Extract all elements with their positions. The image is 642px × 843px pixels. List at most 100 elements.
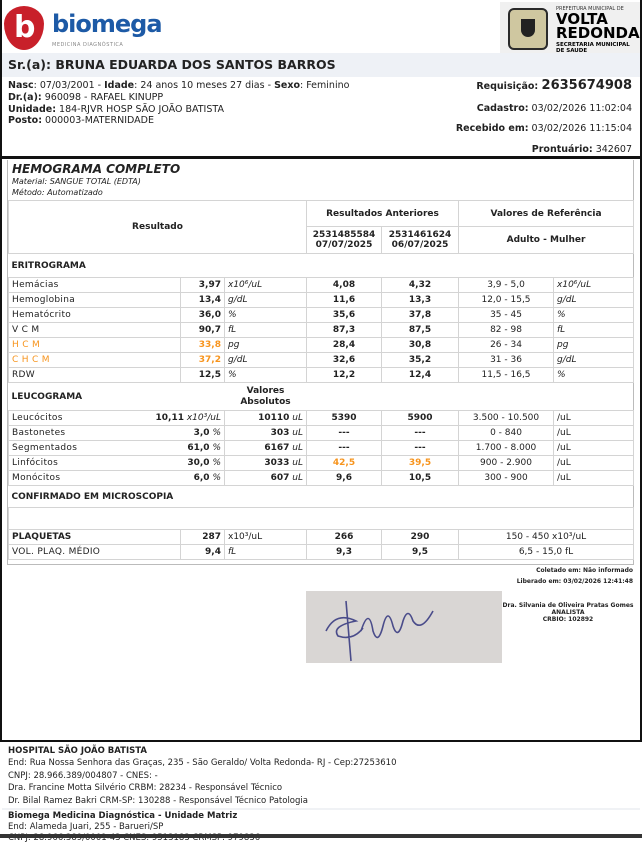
hospital-rt2: Dr. Bilal Ramez Bakri CRM-SP: 130288 - R… — [8, 796, 308, 806]
ref-unit: g/dL — [553, 352, 635, 368]
exam-title: HEMOGRAMA COMPLETO — [12, 162, 181, 176]
logo-drop-icon — [4, 6, 44, 50]
test-name: Monócitos — [12, 473, 61, 483]
prev2-value: 30,8 — [380, 337, 460, 353]
test-name: Hemácias — [8, 277, 181, 293]
patient-doctor: Dr.(a): 960098 - RAFAEL KINUPP — [8, 92, 164, 103]
test-name: Bastonetes — [12, 428, 66, 438]
ref-unit: /uL — [553, 455, 635, 471]
hospital-cnpj: CNPJ: 28.966.389/004807 - CNES: - — [8, 771, 158, 781]
section-leucograma: LEUCOGRAMA Valores Absolutos — [8, 382, 634, 411]
abs-value: 3033 uL — [224, 455, 307, 471]
abs-value: 303 uL — [224, 425, 307, 441]
section-eritrograma: ERITROGRAMA — [8, 253, 634, 278]
prev1-value: 42,5 — [306, 455, 382, 471]
test-name: C H C M — [8, 352, 181, 368]
prontuario: Prontuário: 342607 — [531, 144, 632, 155]
patient-birth-age-sex: Nasc: 07/03/2001 - Idade: 24 anos 10 mes… — [8, 80, 350, 91]
ref-range: 11,5 - 16,5 — [458, 367, 555, 383]
lab-address: End: Alameda Juari, 255 - Barueri/SP — [8, 822, 164, 832]
patient-name: Sr.(a): BRUNA EDUARDA DOS SANTOS BARROS — [2, 53, 640, 77]
prev1-value: --- — [306, 425, 382, 441]
prev2-value: 5900 — [380, 410, 460, 426]
test-unit: % — [212, 428, 221, 438]
ref-range: 12,0 - 15,5 — [458, 292, 555, 308]
prev2-value: 87,5 — [380, 322, 460, 338]
test-value: 30,0 — [187, 458, 210, 468]
table-row: Segmentados 61,0 % 6167 uL --- --- 1.700 - 8.… — [8, 440, 635, 456]
collected-date: Coletado em: Não informado — [536, 567, 633, 574]
footer — [0, 740, 642, 838]
section-microscopia: CONFIRMADO EM MICROSCOPIA — [8, 485, 634, 508]
table-row: Hemácias 3,97 x10⁶/uL 4,08 4,32 3,9 - 5,0 x10⁶… — [8, 277, 635, 293]
ref-unit: % — [553, 307, 635, 323]
signer-info: Dra. Silvania de Oliveira Pratas Gomes AN… — [502, 602, 634, 623]
biomega-logo: b biomega MEDICINA DIAGNÓSTICA — [4, 4, 163, 52]
table-row: Bastonetes 3,0 % 303 uL --- --- 0 - 840/uL — [8, 425, 635, 441]
prev2-value: --- — [380, 440, 460, 456]
test-unit: x10³/uL — [186, 413, 221, 423]
ref-unit: pg — [553, 337, 635, 353]
test-unit: % — [224, 307, 307, 323]
ref-unit: /uL — [553, 440, 635, 456]
header-previous: Resultados Anteriores — [305, 200, 460, 227]
signature-image — [306, 591, 502, 663]
ref-range: 31 - 36 — [458, 352, 555, 368]
test-unit: % — [212, 458, 221, 468]
test-unit: x10³/uL — [224, 529, 307, 545]
header-reference: Valores de Referência — [458, 200, 635, 227]
abs-value: 6167 uL — [224, 440, 307, 456]
test-value: 61,0 — [187, 443, 210, 453]
table-row: H C M 33,8 pg 28,4 30,8 26 - 34 pg — [8, 337, 635, 353]
prev2-value: 39,5 — [380, 455, 460, 471]
test-value: 37,2 — [180, 352, 225, 368]
test-value: 6,0 — [193, 473, 210, 483]
prev2-value: 4,32 — [380, 277, 460, 293]
test-unit: fL — [224, 544, 307, 560]
test-unit: g/dL — [224, 352, 307, 368]
ref-unit: /uL — [553, 410, 635, 426]
ref-range: 1.700 - 8.000 — [458, 440, 555, 456]
spacer — [7, 507, 635, 530]
table-row: Hematócrito 36,0% 35,6 37,8 35 - 45% — [8, 307, 635, 323]
hospital-name: HOSPITAL SÃO JOÃO BATISTA — [8, 746, 147, 756]
test-value: 12,5 — [180, 367, 225, 383]
ref-range: 26 - 34 — [458, 337, 555, 353]
prev1-value: 12,2 — [306, 367, 382, 383]
hospital-rt1: Dra. Francine Motta Silvério CRBM: 28234… — [8, 783, 283, 793]
test-value: 33,8 — [180, 337, 225, 353]
test-name-value: Monócitos 6,0 % — [8, 470, 225, 486]
test-unit: % — [212, 473, 221, 483]
header-prev1: 2531485584 07/07/2025 — [306, 226, 382, 254]
test-value: 36,0 — [180, 307, 225, 323]
prev2-value: 35,2 — [380, 352, 460, 368]
ref-unit: /uL — [553, 470, 635, 486]
prev2-value: 37,8 — [380, 307, 460, 323]
prev2-value: --- — [380, 425, 460, 441]
test-name: Linfócitos — [12, 458, 59, 468]
abs-value: 10110 uL — [224, 410, 307, 426]
header-result: Resultado — [8, 200, 307, 254]
test-name: V C M — [8, 322, 181, 338]
coat-of-arms-icon — [508, 8, 548, 50]
blank — [7, 507, 635, 530]
test-name: VOL. PLAQ. MÉDIO — [8, 544, 181, 560]
test-value: 10,11 — [155, 413, 184, 423]
ref-range: 900 - 2.900 — [458, 455, 555, 471]
prev2-value: 9,5 — [380, 544, 460, 560]
exam-method: Método: Automatizado — [12, 188, 103, 197]
table-row: V C M 90,7 fL 87,3 87,5 82 - 98 fL — [8, 322, 635, 338]
test-unit: fL — [224, 322, 307, 338]
patient-unit: Unidade: 184-RJVR HOSP SÃO JOÃO BATISTA — [8, 104, 224, 115]
ref-range: 300 - 900 — [458, 470, 555, 486]
test-name: Segmentados — [12, 443, 78, 453]
table-row: Leucócitos 10,11 x10³/uL 10110 uL 5390 5900 3… — [8, 410, 635, 426]
microscopia-label: CONFIRMADO EM MICROSCOPIA — [8, 485, 634, 508]
test-value: 90,7 — [180, 322, 225, 338]
prev1-value: 35,6 — [306, 307, 382, 323]
ref-unit: x10⁶/uL — [553, 277, 635, 293]
test-value: 3,97 — [180, 277, 225, 293]
prev1-value: --- — [306, 440, 382, 456]
header-prev2: 2531461624 06/07/2025 — [380, 226, 460, 254]
prev1-value: 11,6 — [306, 292, 382, 308]
